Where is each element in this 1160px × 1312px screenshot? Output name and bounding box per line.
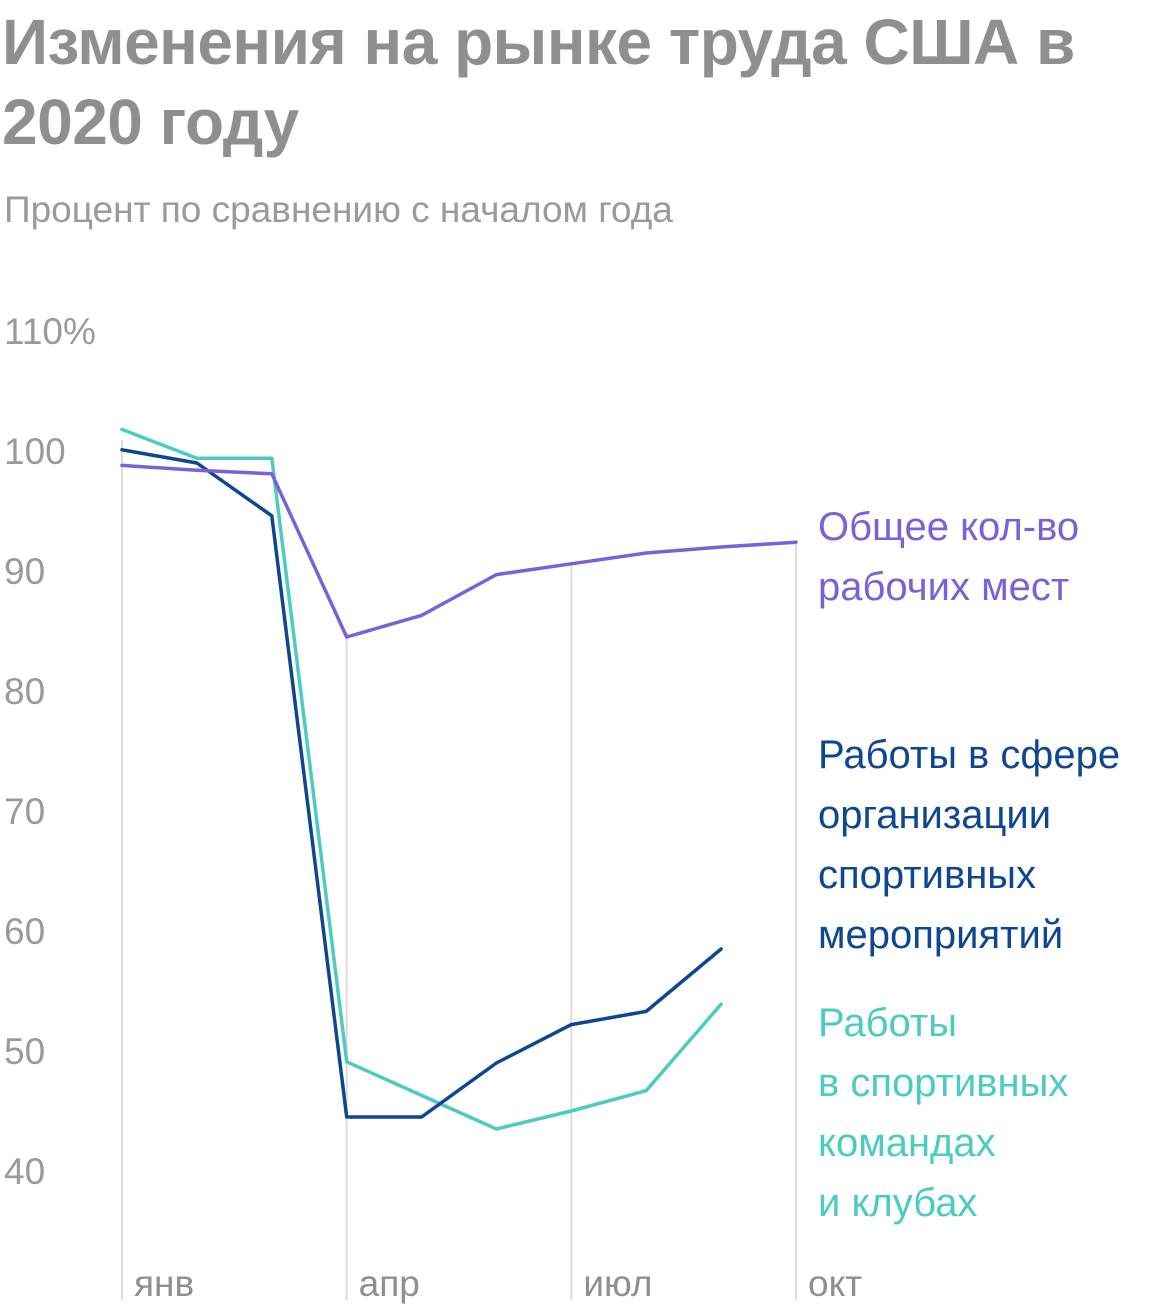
series-labels: Общее кол-во рабочих мест Работы в сфере ор… [818, 505, 1120, 1225]
series-label-line: Работы [818, 1001, 957, 1045]
series-label-line: спортивных [818, 853, 1036, 897]
series-line-1 [120, 448, 723, 1119]
y-tick-label: 60 [4, 911, 45, 952]
series-label-1: Работы в сфере организации спортивных мероп… [818, 733, 1120, 957]
series-label-line: мероприятий [818, 913, 1063, 957]
y-tick-label: 100 [4, 431, 66, 472]
y-tick-label: 80 [4, 671, 45, 712]
series-label-line: командах [818, 1121, 996, 1165]
series-label-line: организации [818, 793, 1051, 837]
x-tick-label: янв [134, 1263, 194, 1304]
chart-title: Изменения на рынке труда США в 2020 году [2, 6, 1075, 158]
y-tick-label: 110% [4, 311, 96, 352]
y-tick-label: 90 [4, 551, 45, 592]
x-tick-label: июл [583, 1263, 652, 1304]
y-tick-label: 50 [4, 1031, 45, 1072]
series-label-line: рабочих мест [818, 565, 1069, 609]
x-tick-label: апр [359, 1263, 420, 1304]
series-line-2 [120, 427, 723, 1131]
series-label-line: и клубах [818, 1181, 977, 1225]
series-label-line: в спортивных [818, 1061, 1068, 1105]
x-tick-label: окт [808, 1263, 862, 1304]
series-line-0 [120, 463, 798, 639]
series-lines [120, 427, 798, 1131]
x-axis-ticks: янв апр июл окт [134, 1263, 862, 1304]
series-label-line: Общее кол-во [818, 505, 1079, 549]
y-tick-label: 40 [4, 1151, 45, 1192]
series-label-2: Работы в спортивных командах и клубах [818, 1001, 1068, 1225]
vertical-gridlines [121, 440, 797, 1300]
chart-subtitle: Процент по сравнению с началом года [4, 189, 673, 230]
y-axis-ticks: 110% 100 90 80 70 60 50 40 [4, 311, 96, 1192]
series-label-line: Работы в сфере [818, 733, 1120, 777]
y-tick-label: 70 [4, 791, 45, 832]
series-label-0: Общее кол-во рабочих мест [818, 505, 1079, 609]
